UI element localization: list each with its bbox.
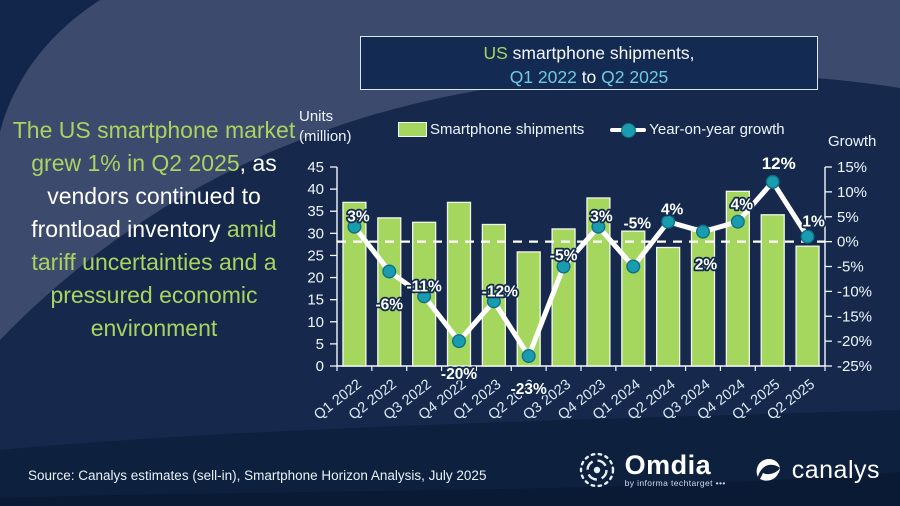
headline-green-lead: The US smartphone market grew 1% in Q2 2… xyxy=(12,117,296,176)
left-axis-title-line1: Units xyxy=(299,108,334,125)
left-axis-tick-label: 0 xyxy=(316,358,324,375)
bar-q2-2023 xyxy=(516,251,541,367)
growth-marker-q2-2023 xyxy=(521,349,536,364)
left-axis-tick-label: 45 xyxy=(307,159,324,176)
omdia-logo: Omdia by informa techtarget ••• xyxy=(577,450,726,490)
right-axis-tick-label: 15% xyxy=(837,159,867,176)
growth-label-q3-2024: 2% xyxy=(695,257,718,274)
chart-legend: Smartphone shipments Year-on-year growth xyxy=(398,121,785,138)
left-axis-title-line2: (million) xyxy=(299,128,352,145)
canalys-logo: canalys xyxy=(752,454,880,486)
growth-label-q3-2023: -5% xyxy=(550,248,578,265)
right-axis-tick-label: -10% xyxy=(837,283,872,300)
background-bottom-wave xyxy=(0,410,900,506)
bar-q3-2024 xyxy=(690,226,716,367)
left-axis-tick-label: 10 xyxy=(307,314,324,331)
growth-marker-q1-2023 xyxy=(486,294,501,309)
omdia-wordmark: Omdia xyxy=(624,449,712,480)
left-axis-tick-label: 15 xyxy=(307,292,324,309)
bar-swatch-icon xyxy=(398,122,427,137)
left-axis-tick-label: 20 xyxy=(307,270,324,287)
growth-marker-q4-2022 xyxy=(452,334,467,349)
line-swatch-icon xyxy=(610,122,647,138)
omdia-logo-text: Omdia by informa techtarget ••• xyxy=(624,449,726,488)
chart-title-box: US smartphone shipments, Q1 2022 to Q2 2… xyxy=(360,36,818,90)
headline-green-tail: amid tariff uncertainties and a pressure… xyxy=(31,216,277,341)
growth-label-q2-2025: 1% xyxy=(802,214,825,231)
right-axis-tick-label: -20% xyxy=(837,333,872,350)
growth-label-q1-2022: 3% xyxy=(347,209,370,226)
canalys-logo-icon xyxy=(756,458,780,481)
canalys-wordmark: canalys xyxy=(791,455,880,484)
background-topleft-corner-wave xyxy=(0,0,100,132)
legend-item-growth: Year-on-year growth xyxy=(610,121,785,138)
bar-q2-2024 xyxy=(655,246,681,367)
right-axis-tick-label: -15% xyxy=(837,308,872,325)
growth-marker-q3-2024 xyxy=(696,224,711,239)
bar-q4-2023 xyxy=(586,197,611,367)
headline: The US smartphone market grew 1% in Q2 2… xyxy=(10,114,298,345)
left-axis-tick-label: 35 xyxy=(307,203,324,220)
growth-marker-q3-2023 xyxy=(556,259,571,274)
bar-q1-2024 xyxy=(621,230,646,367)
growth-label-q2-2022: -6% xyxy=(375,296,403,313)
growth-marker-q2-2025 xyxy=(800,229,815,244)
growth-label-q2-2023: -23% xyxy=(511,381,547,398)
growth-marker-q4-2023 xyxy=(591,219,606,234)
bar-q4-2022 xyxy=(446,201,472,367)
growth-label-q3-2022: -11% xyxy=(406,278,442,295)
chart-title-qend: Q2 2025 xyxy=(601,67,669,87)
growth-marker-q2-2024 xyxy=(661,214,676,229)
growth-marker-q1-2024 xyxy=(626,259,641,274)
bar-q1-2022 xyxy=(342,201,367,367)
bar-q4-2024 xyxy=(725,190,751,367)
growth-label-q4-2023: 3% xyxy=(590,209,613,226)
left-axis-title: Units (million) xyxy=(299,107,352,147)
bar-q2-2025 xyxy=(795,245,820,367)
growth-label-q1-2023: -12% xyxy=(482,283,518,300)
left-axis-tick-label: 30 xyxy=(307,225,324,242)
background-light-wave xyxy=(0,0,900,340)
background-bottom-dark-wave xyxy=(0,472,900,506)
legend-item-shipments: Smartphone shipments xyxy=(398,121,584,138)
chart-title-rest: smartphone shipments, xyxy=(507,43,695,63)
right-axis-title: Growth xyxy=(828,133,877,150)
source-note: Source: Canalys estimates (sell-in), Sma… xyxy=(28,468,487,483)
chart-title-line2: Q1 2022 to Q2 2025 xyxy=(361,65,817,89)
chart-title-line1: US smartphone shipments, xyxy=(361,41,817,65)
bar-q2-2022 xyxy=(377,217,402,367)
left-axis-tick-label: 5 xyxy=(316,336,324,353)
chart-title-us: US xyxy=(483,43,508,63)
left-axis-tick-label: 40 xyxy=(307,181,324,198)
headline-white-mid: , as vendors continued to frontload inve… xyxy=(31,150,277,242)
omdia-logo-icon xyxy=(579,452,614,488)
chart-title-qstart: Q1 2022 xyxy=(509,67,577,87)
growth-marker-q3-2022 xyxy=(417,289,432,304)
growth-marker-q1-2025 xyxy=(765,174,780,189)
right-axis-tick-label: 0% xyxy=(837,234,859,251)
chart-title-to: to xyxy=(576,67,602,87)
bar-q1-2025 xyxy=(760,214,785,367)
growth-marker-q1-2022 xyxy=(347,219,362,234)
growth-label-q1-2024: -5% xyxy=(623,216,651,233)
growth-label-q4-2022: -20% xyxy=(441,366,477,383)
legend-shipments-label: Smartphone shipments xyxy=(430,121,585,138)
right-axis-tick-label: 10% xyxy=(837,184,867,201)
footer-logos: Omdia by informa techtarget ••• canalys xyxy=(577,450,880,490)
right-axis-tick-label: -5% xyxy=(837,259,864,276)
growth-marker-q4-2024 xyxy=(730,214,745,229)
growth-label-q2-2024: 4% xyxy=(661,202,684,219)
growth-label-q4-2024: 4% xyxy=(731,197,754,214)
omdia-tagline: by informa techtarget ••• xyxy=(624,477,726,488)
right-axis-tick-label: -25% xyxy=(837,358,872,375)
right-axis-tick-label: 5% xyxy=(837,209,859,226)
legend-growth-label: Year-on-year growth xyxy=(649,121,785,138)
growth-label-q1-2025: 12% xyxy=(762,154,796,173)
growth-marker-q2-2022 xyxy=(382,264,397,279)
left-axis-tick-label: 25 xyxy=(307,247,324,264)
